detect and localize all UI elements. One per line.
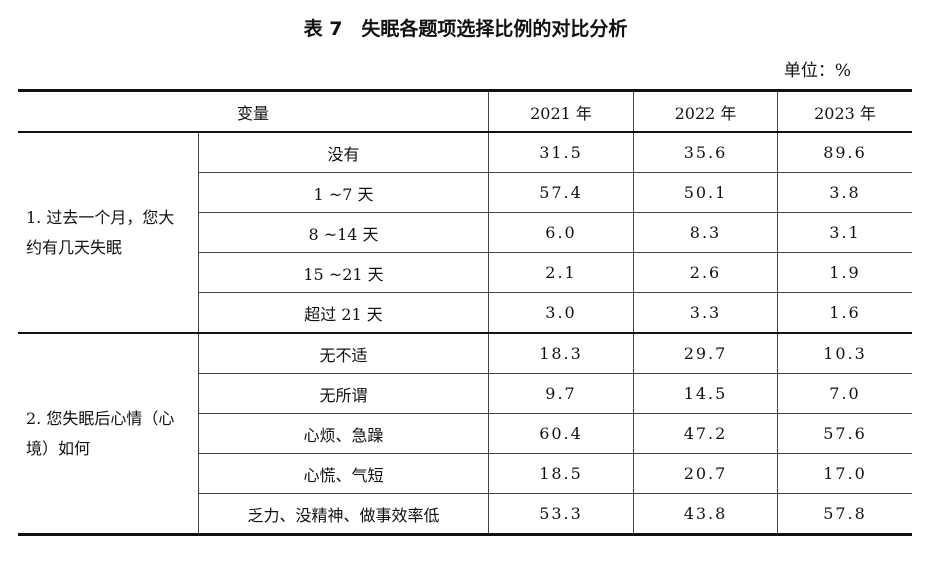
value-cell: 6.0 [488,212,634,253]
item-cell: 1 ~7 天 [198,172,489,213]
table-row: 8 ~14 天 6.0 8.3 3.1 [18,212,912,253]
value-cell: 1.9 [777,252,912,293]
table-row: 超过 21 天 3.0 3.3 1.6 [18,292,912,334]
item-cell: 超过 21 天 [198,292,489,334]
table-row: 1. 过去一个月，您大约有几天失眠 没有 31.5 35.6 89.6 [18,131,912,334]
value-cell: 35.6 [633,131,778,173]
item-cell: 无所谓 [198,373,489,414]
table-row: 2. 您失眠后心情（心境）如何 无不适 18.3 29.7 10.3 [18,332,912,535]
table-row: 乏力、没精神、做事效率低 53.3 43.8 57.8 [18,493,912,535]
item-cell: 心慌、气短 [198,453,489,494]
value-cell: 1.6 [777,292,912,334]
value-cell: 2.1 [488,252,634,293]
value-cell: 8.3 [633,212,778,253]
item-cell: 没有 [198,131,489,173]
value-cell: 47.2 [633,413,778,454]
value-cell: 3.8 [777,172,912,213]
item-cell: 15 ~21 天 [198,252,489,293]
value-cell: 9.7 [488,373,634,414]
value-cell: 10.3 [777,332,912,374]
group-label: 2. 您失眠后心情（心境）如何 [18,332,199,535]
value-cell: 18.5 [488,453,634,494]
table-body: 1. 过去一个月，您大约有几天失眠 没有 31.5 35.6 89.6 1 ~7 天 57.… [18,131,912,535]
value-cell: 29.7 [633,332,778,374]
header-cell: 变量 [18,90,489,133]
data-table: 变量 2021 年 2022 年 2023 年 1. 过去一个月，您大约有几天失… [18,89,912,536]
header-cell: 2022 年 [633,90,778,133]
value-cell: 17.0 [777,453,912,494]
table-title: 表 7 失眠各题项选择比例的对比分析 [303,18,628,40]
value-cell: 3.0 [488,292,634,334]
table-row: 无所谓 9.7 14.5 7.0 [18,373,912,414]
value-cell: 60.4 [488,413,634,454]
group-label: 1. 过去一个月，您大约有几天失眠 [18,131,199,334]
value-cell: 7.0 [777,373,912,414]
table-header: 变量 2021 年 2022 年 2023 年 [18,90,912,133]
item-cell: 无不适 [198,332,489,374]
item-cell: 乏力、没精神、做事效率低 [198,493,489,535]
item-cell: 8 ~14 天 [198,212,489,253]
value-cell: 31.5 [488,131,634,173]
value-cell: 57.8 [777,493,912,535]
unit-label: 单位：% [783,61,851,81]
value-cell: 43.8 [633,493,778,535]
value-cell: 53.3 [488,493,634,535]
value-cell: 57.6 [777,413,912,454]
value-cell: 3.1 [777,212,912,253]
item-cell: 心烦、急躁 [198,413,489,454]
value-cell: 50.1 [633,172,778,213]
value-cell: 14.5 [633,373,778,414]
value-cell: 20.7 [633,453,778,494]
value-cell: 3.3 [633,292,778,334]
header-cell: 2023 年 [777,90,912,133]
value-cell: 2.6 [633,252,778,293]
value-cell: 18.3 [488,332,634,374]
header-cell: 2021 年 [488,90,634,133]
header-row: 变量 2021 年 2022 年 2023 年 [18,90,912,133]
value-cell: 57.4 [488,172,634,213]
table-row: 15 ~21 天 2.1 2.6 1.9 [18,252,912,293]
value-cell: 89.6 [777,131,912,173]
